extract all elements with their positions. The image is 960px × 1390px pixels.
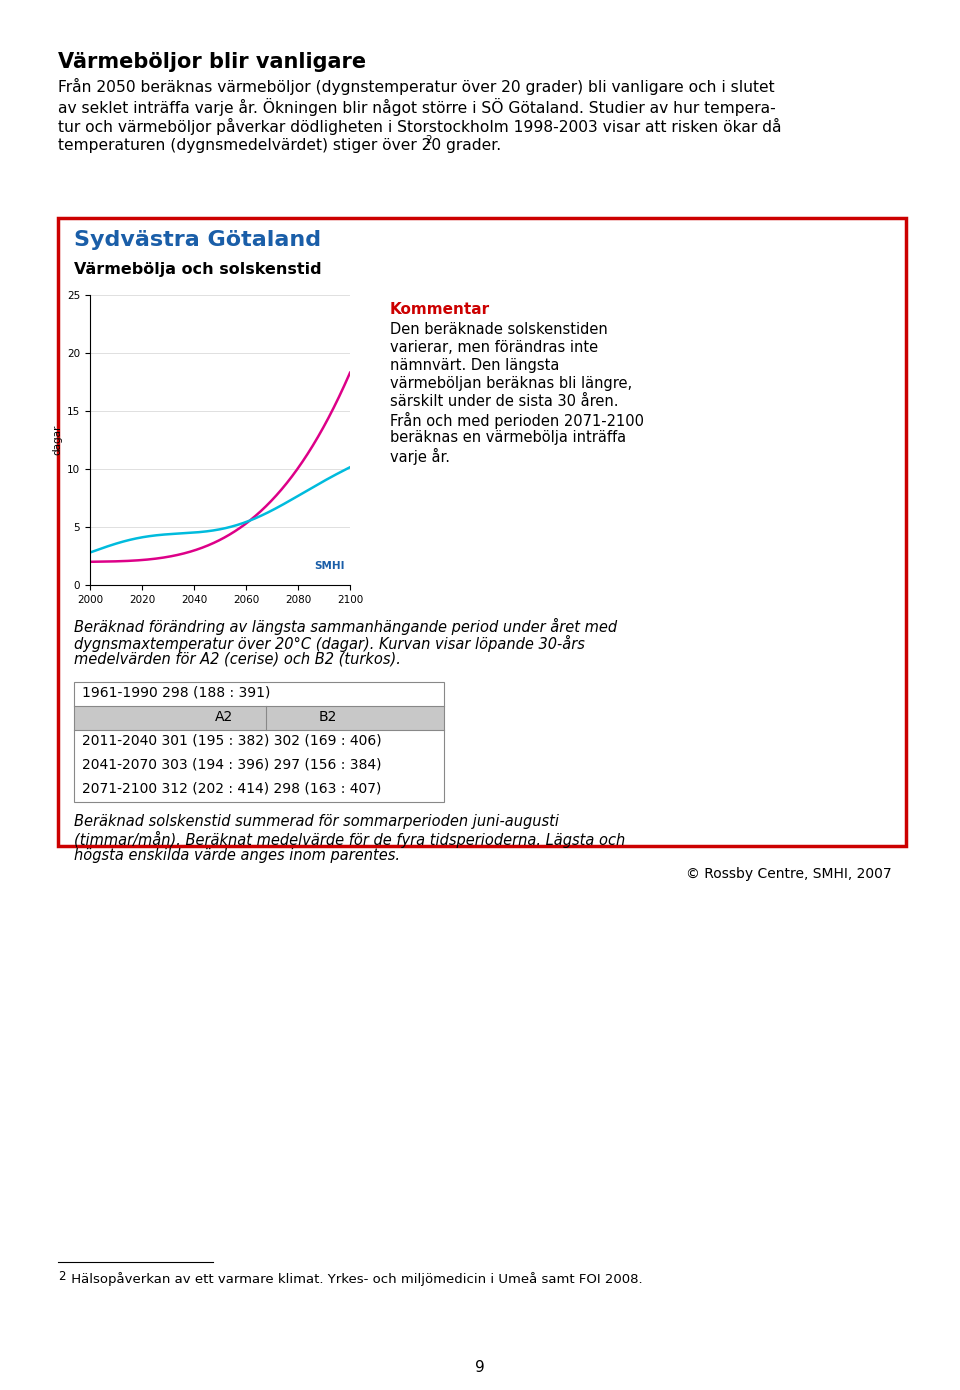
- Text: 2041-2070 303 (194 : 396) 297 (156 : 384): 2041-2070 303 (194 : 396) 297 (156 : 384…: [82, 758, 381, 771]
- Text: Från och med perioden 2071-2100: Från och med perioden 2071-2100: [390, 411, 644, 430]
- Text: Kommentar: Kommentar: [390, 302, 491, 317]
- Text: 1961-1990 298 (188 : 391): 1961-1990 298 (188 : 391): [82, 687, 271, 701]
- Text: medelvärden för A2 (cerise) och B2 (turkos).: medelvärden för A2 (cerise) och B2 (turk…: [74, 652, 401, 667]
- Text: Hälsopåverkan av ett varmare klimat. Yrkes- och miljömedicin i Umeå samt FOI 200: Hälsopåverkan av ett varmare klimat. Yrk…: [67, 1272, 642, 1286]
- Y-axis label: dagar: dagar: [53, 425, 62, 455]
- Text: högsta enskilda värde anges inom parentes.: högsta enskilda värde anges inom parente…: [74, 848, 400, 863]
- Bar: [74, 682, 444, 706]
- Text: (timmar/mån). Beräknat medelvärde för de fyra tidsperioderna. Lägsta och: (timmar/mån). Beräknat medelvärde för de…: [74, 831, 625, 848]
- Text: 2011-2040 301 (195 : 382) 302 (169 : 406): 2011-2040 301 (195 : 382) 302 (169 : 406…: [82, 734, 382, 748]
- Text: temperaturen (dygnsmedelvärdet) stiger över 20 grader.: temperaturen (dygnsmedelvärdet) stiger ö…: [58, 138, 501, 153]
- Text: A2: A2: [215, 710, 233, 724]
- Text: Beräknad solskenstid summerad för sommarperioden juni-augusti: Beräknad solskenstid summerad för sommar…: [74, 815, 559, 828]
- Text: 9: 9: [475, 1359, 485, 1375]
- Text: nämnvärt. Den längsta: nämnvärt. Den längsta: [390, 359, 560, 373]
- Bar: [58, 218, 906, 847]
- Text: 2: 2: [425, 135, 432, 145]
- Bar: [74, 706, 444, 730]
- Text: B2: B2: [318, 710, 337, 724]
- Bar: [74, 753, 444, 778]
- Text: tur och värmeböljor påverkar dödligheten i Storstockholm 1998-2003 visar att ris: tur och värmeböljor påverkar dödligheten…: [58, 118, 781, 135]
- Text: Sydvästra Götaland: Sydvästra Götaland: [74, 229, 322, 250]
- Bar: [74, 730, 444, 753]
- Text: Den beräknade solskenstiden: Den beräknade solskenstiden: [390, 322, 608, 336]
- Text: Från 2050 beräknas värmeböljor (dygnstemperatur över 20 grader) bli vanligare oc: Från 2050 beräknas värmeböljor (dygnstem…: [58, 78, 775, 95]
- Text: © Rossby Centre, SMHI, 2007: © Rossby Centre, SMHI, 2007: [686, 867, 892, 881]
- Text: av seklet inträffa varje år. Ökningen blir något större i SÖ Götaland. Studier a: av seklet inträffa varje år. Ökningen bl…: [58, 99, 776, 115]
- Text: dygnsmaxtemperatur över 20°C (dagar). Kurvan visar löpande 30-års: dygnsmaxtemperatur över 20°C (dagar). Ku…: [74, 635, 585, 652]
- Text: 2: 2: [58, 1270, 65, 1283]
- Text: Värmeböljor blir vanligare: Värmeböljor blir vanligare: [58, 51, 366, 72]
- Text: beräknas en värmebölja inträffa: beräknas en värmebölja inträffa: [390, 430, 626, 445]
- Text: Värmebölja och solskenstid: Värmebölja och solskenstid: [74, 261, 322, 277]
- Bar: [74, 682, 444, 802]
- Text: SMHI: SMHI: [314, 560, 345, 570]
- Text: särskilt under de sista 30 åren.: särskilt under de sista 30 åren.: [390, 393, 618, 409]
- Bar: [74, 778, 444, 802]
- Text: 2071-2100 312 (202 : 414) 298 (163 : 407): 2071-2100 312 (202 : 414) 298 (163 : 407…: [82, 783, 381, 796]
- Text: varierar, men förändras inte: varierar, men förändras inte: [390, 341, 598, 354]
- Text: Beräknad förändring av längsta sammanhängande period under året med: Beräknad förändring av längsta sammanhän…: [74, 619, 617, 635]
- Text: värmeböljan beräknas bli längre,: värmeböljan beräknas bli längre,: [390, 377, 632, 391]
- Text: varje år.: varje år.: [390, 448, 450, 466]
